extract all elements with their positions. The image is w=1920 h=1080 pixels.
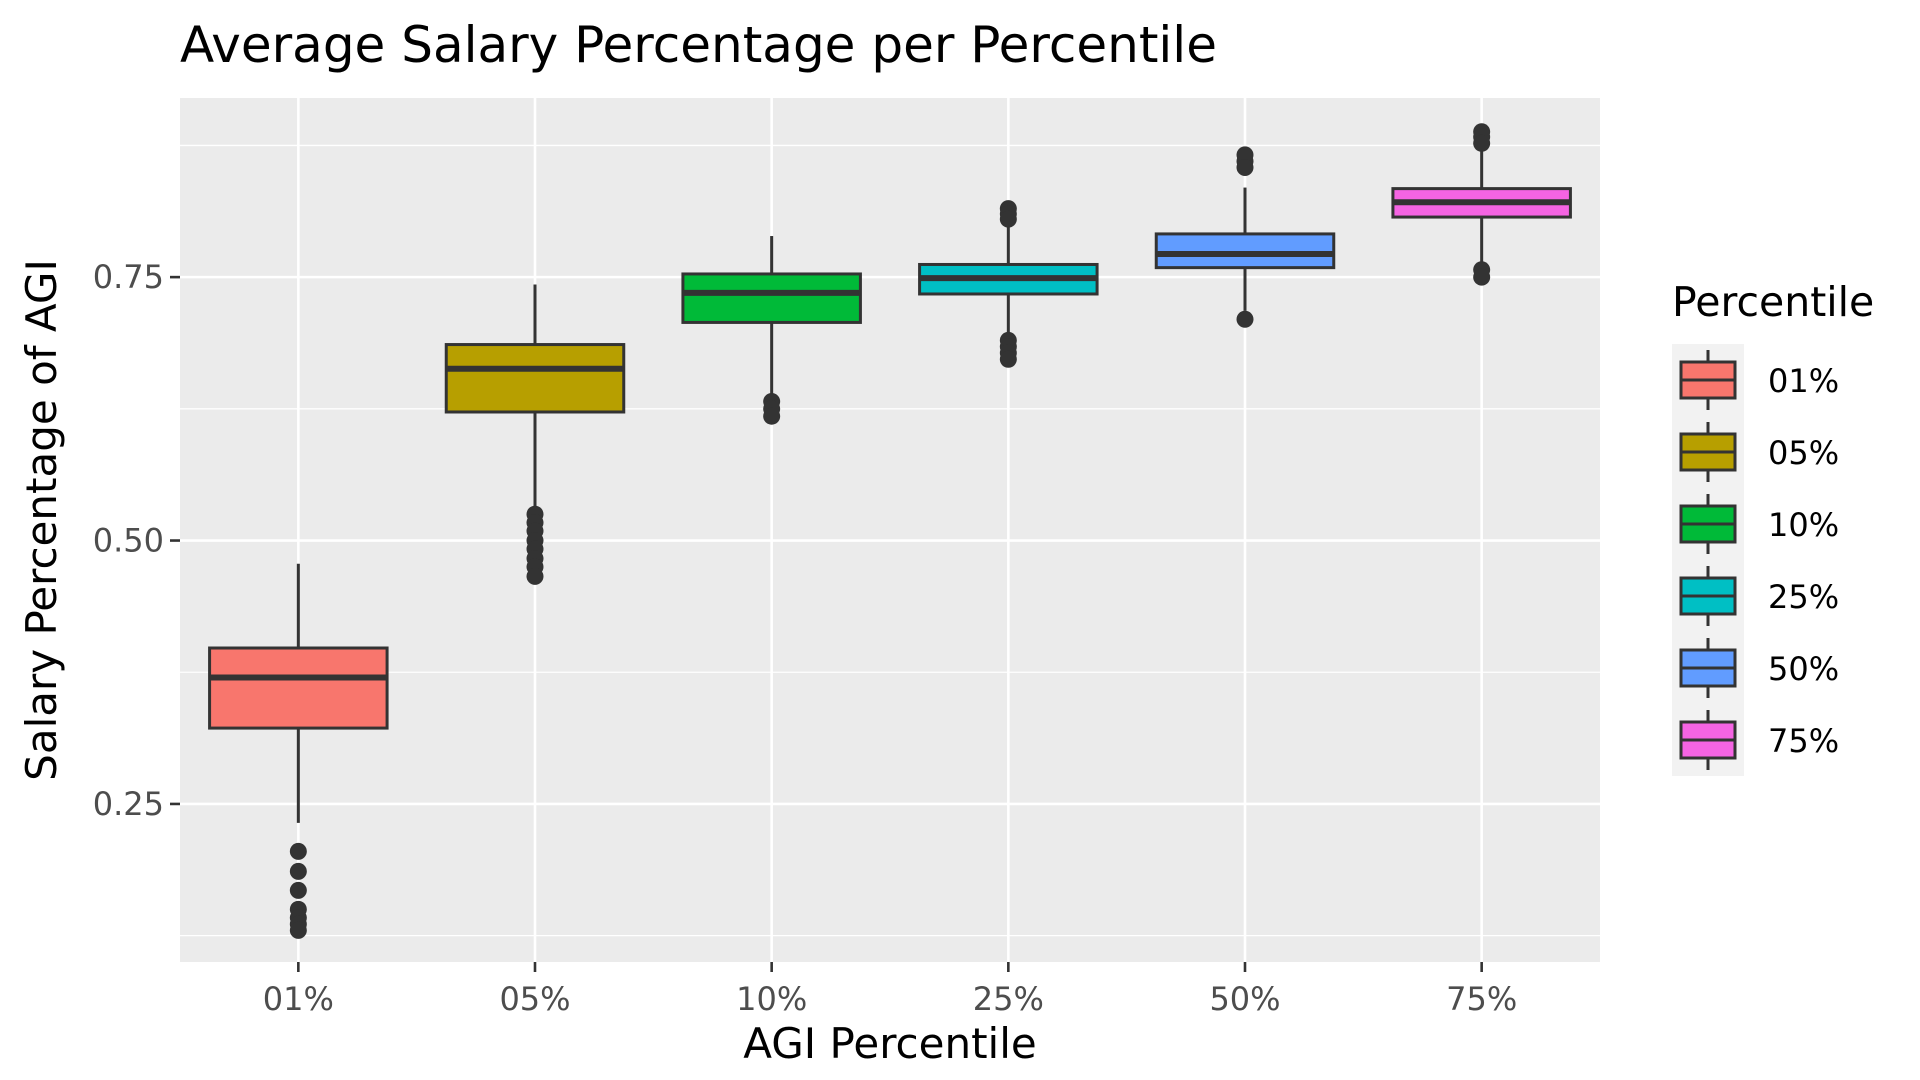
- legend-item-01%: 01%: [1679, 350, 1839, 410]
- legend-label: 75%: [1768, 722, 1839, 760]
- boxes-layer: [208, 123, 1572, 939]
- outlier-point: [999, 210, 1017, 228]
- panel-background: [180, 98, 1600, 962]
- box-01%: [208, 563, 389, 939]
- outlier-point: [526, 567, 544, 585]
- x-tick-label: 10%: [736, 980, 807, 1018]
- outlier-point: [1236, 310, 1254, 328]
- y-axis-title: Salary Percentage of AGI: [17, 259, 66, 781]
- box-10%: [681, 236, 862, 425]
- legend-item-75%: 75%: [1679, 710, 1839, 770]
- outlier-point: [1473, 134, 1491, 152]
- box-50%: [1154, 146, 1336, 328]
- box-body: [1154, 232, 1336, 270]
- y-tick-label: 0.25: [93, 785, 164, 823]
- x-tick-label: 01%: [263, 980, 334, 1018]
- chart-title: Average Salary Percentage per Percentile: [180, 16, 1217, 74]
- x-tick-label: 75%: [1446, 980, 1517, 1018]
- legend-label: 01%: [1768, 362, 1839, 400]
- legend-item-50%: 50%: [1679, 638, 1839, 698]
- outlier-point: [763, 407, 781, 425]
- legend-label: 05%: [1768, 434, 1839, 472]
- outlier-point: [289, 842, 307, 860]
- legend-title: Percentile: [1672, 278, 1874, 326]
- y-tick-label: 0.50: [93, 522, 164, 560]
- box-05%: [444, 284, 626, 585]
- legend-item-25%: 25%: [1679, 566, 1839, 626]
- box-body: [444, 343, 626, 414]
- y-tick-label: 0.75: [93, 258, 164, 296]
- x-axis-title: AGI Percentile: [743, 1019, 1037, 1068]
- legend-keys-background: [1672, 344, 1744, 776]
- outlier-point: [289, 921, 307, 939]
- plot-panel: [180, 98, 1600, 962]
- axes-layer: 0.25 0.50 0.75 01% 05% 10% 25% 50% 75%: [93, 258, 1517, 1018]
- x-tick-label: 05%: [499, 980, 570, 1018]
- outlier-point: [289, 881, 307, 899]
- legend-label: 25%: [1768, 578, 1839, 616]
- legend-item-10%: 10%: [1679, 494, 1839, 554]
- x-tick-label: 25%: [973, 980, 1044, 1018]
- x-tick-label: 50%: [1209, 980, 1280, 1018]
- outlier-point: [289, 862, 307, 880]
- box-75%: [1391, 123, 1572, 286]
- outlier-point: [999, 350, 1017, 368]
- outlier-point: [1473, 268, 1491, 286]
- legend-label: 50%: [1768, 650, 1839, 688]
- box-25%: [918, 200, 1099, 368]
- legend-item-05%: 05%: [1679, 422, 1839, 482]
- legend: Percentile 01% 05% 10% 25% 50% 75%: [1672, 278, 1874, 776]
- outlier-point: [1236, 159, 1254, 177]
- box-body: [208, 646, 389, 730]
- box-body: [681, 272, 862, 324]
- legend-label: 10%: [1768, 506, 1839, 544]
